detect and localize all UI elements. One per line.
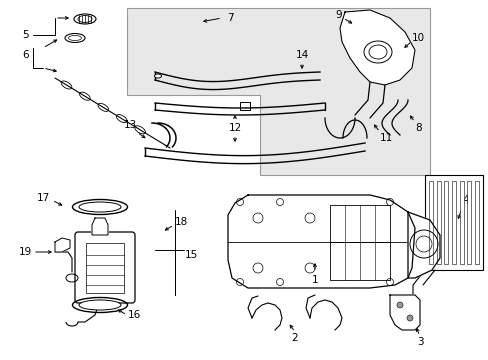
- Text: 14: 14: [295, 50, 308, 60]
- Ellipse shape: [154, 74, 161, 78]
- Bar: [428, 181, 432, 264]
- Text: 19: 19: [19, 247, 32, 257]
- Text: 4: 4: [461, 195, 468, 205]
- Bar: [86, 243, 124, 293]
- Polygon shape: [227, 195, 414, 288]
- FancyBboxPatch shape: [75, 232, 135, 303]
- Text: 1: 1: [311, 275, 318, 285]
- Text: 13: 13: [123, 120, 136, 130]
- Text: 17: 17: [37, 193, 50, 203]
- Bar: [474, 181, 478, 264]
- Circle shape: [396, 302, 402, 308]
- Polygon shape: [389, 295, 419, 330]
- Bar: [329, 205, 389, 280]
- Polygon shape: [92, 218, 108, 235]
- Polygon shape: [309, 300, 341, 330]
- Bar: [436, 181, 440, 264]
- Circle shape: [406, 315, 412, 321]
- Text: 8: 8: [414, 123, 421, 133]
- Polygon shape: [339, 10, 414, 85]
- Text: 2: 2: [291, 333, 298, 343]
- Text: 7: 7: [226, 13, 233, 23]
- Text: 9: 9: [334, 10, 341, 20]
- Text: 12: 12: [228, 123, 241, 133]
- Polygon shape: [251, 303, 282, 330]
- Polygon shape: [55, 238, 70, 252]
- Text: 6: 6: [22, 50, 29, 60]
- Text: 5: 5: [22, 30, 29, 40]
- Text: 3: 3: [416, 337, 423, 347]
- Text: 10: 10: [411, 33, 424, 43]
- Ellipse shape: [79, 202, 121, 212]
- Bar: [424, 175, 482, 270]
- Text: 16: 16: [128, 310, 141, 320]
- Bar: [444, 181, 447, 264]
- Text: 15: 15: [184, 250, 198, 260]
- Bar: [451, 181, 455, 264]
- PathPatch shape: [127, 8, 429, 175]
- Bar: [467, 181, 470, 264]
- Polygon shape: [407, 212, 439, 278]
- Ellipse shape: [79, 300, 121, 310]
- Text: 18: 18: [175, 217, 188, 227]
- Bar: [459, 181, 463, 264]
- Text: 11: 11: [379, 133, 392, 143]
